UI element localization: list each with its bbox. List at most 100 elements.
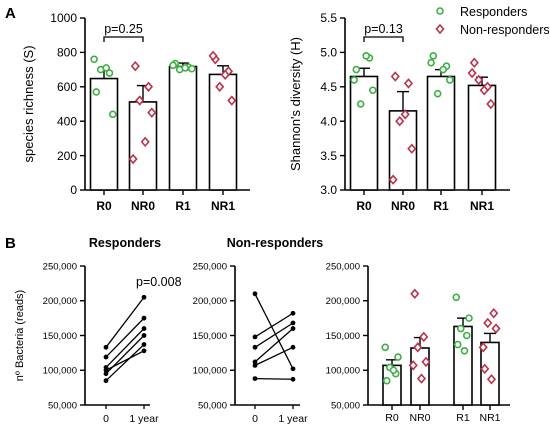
- y-tick-label: 50,000: [331, 400, 360, 411]
- y-tick-label: 200: [57, 149, 77, 163]
- series-line: [254, 328, 294, 363]
- y-tick-label: 5.5: [320, 11, 337, 25]
- y-tick-label: 1000: [50, 11, 77, 25]
- series-point: [290, 310, 296, 316]
- x-tick-label: NR0: [131, 199, 155, 213]
- x-tick-label: R1: [433, 199, 449, 213]
- data-point-nonresponder: [403, 78, 414, 89]
- series-line: [105, 328, 145, 368]
- data-point-responder: [102, 64, 110, 72]
- series-point: [103, 371, 109, 377]
- y-tick-label: 400: [57, 114, 77, 128]
- p-value-label: p=0.008: [136, 275, 182, 289]
- significance-bracket: [103, 36, 144, 42]
- data-point-nonresponder: [467, 67, 477, 79]
- series-point: [141, 315, 147, 321]
- data-point-nonresponder: [416, 373, 427, 384]
- data-point-nonresponder: [413, 342, 423, 353]
- y-axis-label: nº Bacteria (reads): [14, 290, 26, 381]
- data-point-nonresponder: [140, 136, 150, 148]
- y-axis-label: Shannon's diversity (H): [288, 37, 303, 171]
- y-tick-label: 250,000: [326, 261, 360, 272]
- x-tick-label: NR0: [409, 412, 430, 424]
- series-point: [103, 378, 109, 384]
- data-point-nonresponder: [407, 143, 417, 154]
- series-point: [103, 344, 109, 350]
- series-point: [141, 333, 147, 338]
- x-tick-label: NR0: [391, 199, 415, 213]
- series-point: [252, 334, 258, 340]
- series-line: [254, 322, 294, 348]
- y-tick-label: 600: [57, 80, 77, 94]
- series-point: [290, 320, 296, 326]
- y-tick-label: 3.5: [320, 149, 337, 163]
- data-point-nonresponder: [408, 360, 418, 371]
- y-tick-label: 100,000: [43, 366, 77, 377]
- series-line: [254, 293, 294, 370]
- data-point-nonresponder: [208, 50, 218, 62]
- series-point: [290, 344, 296, 350]
- y-tick-label: 50,000: [48, 400, 77, 411]
- x-tick-label: 0: [252, 413, 258, 425]
- y-tick-label: 50,000: [198, 400, 227, 411]
- legend-nonresponders-label: Non-responders: [460, 23, 550, 37]
- series-point: [103, 354, 109, 360]
- bar-r0: [349, 75, 379, 191]
- data-point-responder: [433, 89, 442, 98]
- series-line: [254, 377, 294, 380]
- data-point-responder: [188, 64, 196, 73]
- y-tick-label: 0: [70, 183, 77, 197]
- data-point-responder: [445, 76, 454, 84]
- data-point-nonresponder: [483, 317, 493, 329]
- data-point-nonresponder: [469, 57, 479, 68]
- y-axis-label: species richness (S): [21, 45, 36, 162]
- series-point: [141, 342, 147, 347]
- data-point-responder: [362, 52, 371, 60]
- data-point-responder: [368, 86, 377, 95]
- data-point-responder: [181, 64, 189, 72]
- series-point: [252, 291, 258, 297]
- x-tick-label: NR1: [479, 412, 500, 424]
- data-point-nonresponder: [400, 109, 410, 120]
- x-tick-label: R1: [456, 412, 470, 424]
- series-point: [290, 376, 296, 382]
- series-point: [141, 294, 147, 300]
- panel-label-a: A: [5, 5, 16, 22]
- y-tick-label: 200,000: [193, 296, 227, 307]
- data-point-responder: [169, 61, 177, 70]
- data-point-responder: [105, 69, 114, 77]
- series-point: [290, 326, 296, 331]
- data-point-nonresponder: [489, 308, 499, 319]
- data-point-nonresponder: [220, 69, 230, 80]
- y-tick-label: 4.0: [320, 114, 337, 128]
- y-tick-label: 150,000: [193, 331, 227, 342]
- series-line: [105, 317, 145, 358]
- x-tick-label: R0: [96, 199, 112, 213]
- data-point-nonresponder: [135, 95, 145, 106]
- data-point-responder: [439, 65, 448, 74]
- x-tick-label: 1 year: [278, 413, 308, 425]
- data-point-nonresponder: [419, 331, 429, 343]
- series-point: [141, 348, 147, 354]
- data-point-nonresponder: [478, 342, 488, 353]
- data-point-responder: [389, 366, 398, 375]
- series-point: [103, 367, 109, 373]
- bar-r1: [168, 65, 198, 191]
- data-point-nonresponder: [143, 81, 154, 93]
- chart-nonresponders-lines: 50,000 100,000 150,000 200,000 250,000 0 1 yea…: [193, 236, 324, 425]
- data-point-responder: [350, 76, 358, 84]
- series-point: [252, 376, 258, 381]
- series-point: [252, 344, 258, 350]
- series-point: [252, 359, 258, 365]
- data-point-nonresponder: [474, 74, 484, 86]
- data-point-nonresponder: [227, 95, 237, 106]
- bar-nr1: [208, 73, 238, 191]
- y-tick-label: 200,000: [326, 296, 360, 307]
- data-point-responder: [381, 343, 390, 352]
- data-point-nonresponder: [479, 85, 489, 96]
- legend-nonresponders-marker: [435, 23, 445, 35]
- p-value-label: p=0.25: [104, 22, 143, 36]
- data-point-nonresponder: [486, 374, 497, 385]
- y-tick-label: 100,000: [326, 366, 360, 377]
- chart-responders-lines: 50,000 100,000 150,000 200,000 250,000 nº Bac…: [14, 236, 182, 425]
